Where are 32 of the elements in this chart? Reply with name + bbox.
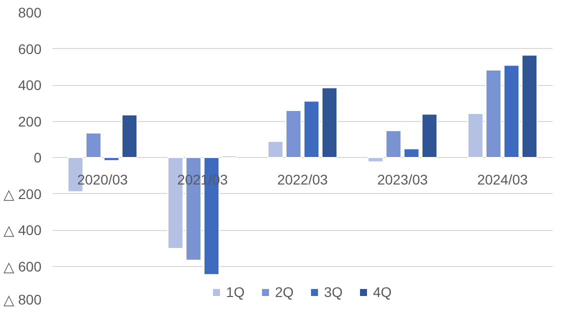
y-tick-label: △ 200 [3, 186, 42, 202]
x-tick-label: 2020/03 [77, 172, 128, 188]
x-tick-label: 2023/03 [377, 172, 428, 188]
bar [504, 64, 520, 158]
bar [122, 114, 138, 158]
legend-label: 1Q [226, 284, 246, 300]
bar [468, 112, 484, 158]
bar [304, 100, 320, 158]
y-tick-label: 0 [34, 150, 42, 166]
x-tick-label: 2022/03 [277, 172, 328, 188]
legend-label: 2Q [275, 284, 295, 300]
bar [86, 132, 102, 158]
bar [404, 148, 420, 158]
bar [422, 114, 438, 158]
bar [268, 140, 284, 158]
bar [486, 69, 502, 158]
y-tick-label: 600 [18, 40, 42, 57]
bar [368, 157, 384, 162]
bar [322, 87, 338, 158]
legend-label: 3Q [324, 284, 344, 300]
x-tick-label: 2024/03 [477, 172, 528, 188]
y-tick-label: △ 800 [3, 292, 42, 308]
y-tick-label: 200 [18, 113, 42, 130]
bar [104, 157, 120, 162]
bar [286, 110, 302, 158]
bar [386, 130, 402, 158]
bar [522, 54, 538, 158]
y-tick-label: 400 [18, 77, 42, 93]
legend-label: 4Q [373, 284, 393, 300]
y-tick-label: 800 [18, 4, 42, 20]
y-tick-label: △ 400 [3, 222, 42, 238]
y-tick-label: △ 600 [3, 258, 42, 274]
